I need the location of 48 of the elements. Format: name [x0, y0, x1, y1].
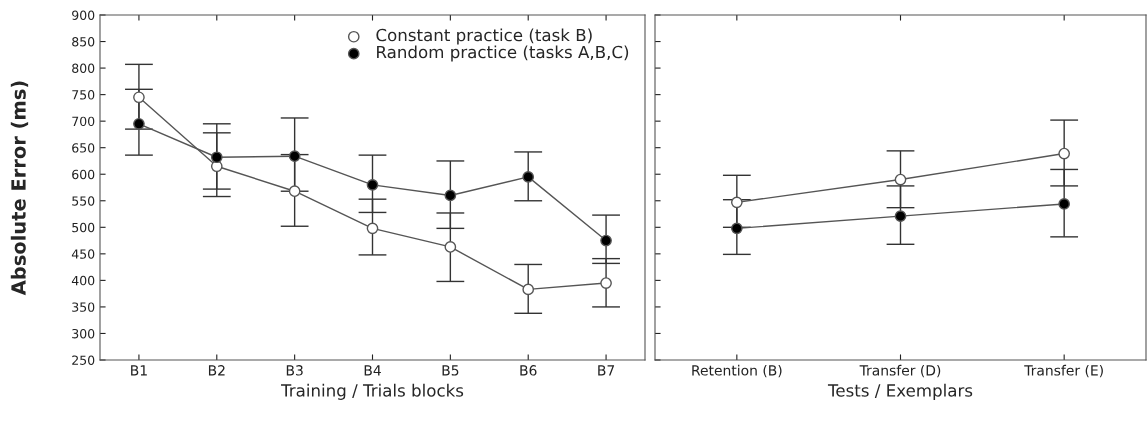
y-tick-label: 400 [71, 275, 95, 286]
y-tick-label: 900 [72, 10, 95, 20]
point [730, 196, 743, 209]
legend-label: Random practice (tasks A,B,C) [377, 45, 629, 62]
x-tick-label: Transfer (D) [859, 364, 941, 378]
point [444, 241, 457, 253]
point [522, 171, 535, 183]
point [1058, 147, 1071, 160]
x-tick-label: B3 [286, 365, 303, 376]
x-tick-label: B4 [364, 365, 381, 376]
point [730, 222, 743, 235]
point [133, 117, 145, 130]
point [210, 151, 223, 164]
y-tick-label: 450 [71, 249, 95, 259]
point [444, 189, 457, 202]
x-tick-label: Transfer (E) [1024, 364, 1103, 378]
y-tick-label: 550 [72, 196, 95, 206]
point [522, 283, 535, 296]
y-tick-label: 500 [72, 222, 95, 233]
x-tick-label: B6 [520, 365, 537, 376]
point [1058, 198, 1071, 210]
y-tick-label: 300 [72, 328, 95, 339]
point [288, 150, 301, 163]
point [894, 210, 907, 223]
x-tick-label: B5 [442, 365, 459, 376]
x-tick-label: B7 [598, 365, 615, 376]
point [133, 91, 145, 104]
x-tick-label: B1 [131, 365, 147, 376]
legend-label: Constant practice (task B) [376, 28, 592, 45]
y-axis-title: Absolute Error (ms) [10, 81, 29, 296]
y-tick-label: 850 [72, 37, 95, 47]
point [366, 222, 379, 235]
y-tick-label: 700 [72, 116, 95, 127]
point [894, 173, 907, 186]
point [600, 277, 612, 289]
point [366, 179, 379, 191]
y-tick-label: 800 [72, 63, 95, 73]
x-axis-title: Training / Trials blocks [281, 383, 464, 400]
y-tick-label: 600 [72, 169, 95, 180]
x-tick-label: Retention (B) [692, 364, 782, 378]
y-tick-label: 350 [72, 302, 95, 312]
y-tick-label: 750 [72, 90, 95, 100]
x-tick-label: B2 [208, 365, 225, 376]
point [288, 185, 301, 198]
y-tick-label: 250 [72, 355, 95, 365]
x-axis-title: Tests / Exemplars [827, 383, 973, 400]
point [600, 234, 612, 247]
y-tick-label: 650 [72, 143, 95, 153]
